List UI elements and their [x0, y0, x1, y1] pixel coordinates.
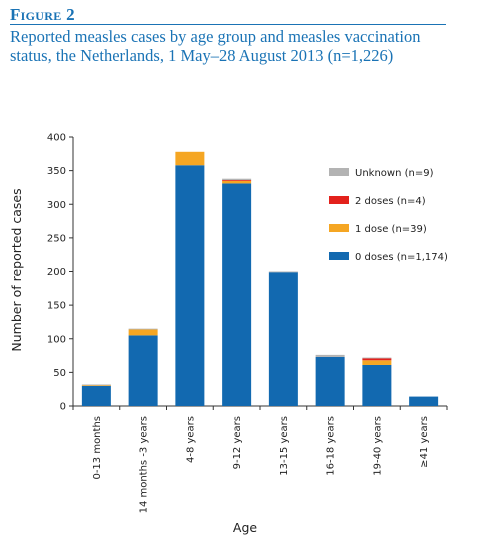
y-tick-label: 100: [47, 334, 66, 345]
y-tick-label: 400: [47, 133, 66, 144]
x-tick-label: ≥41 years: [419, 416, 430, 468]
bar-segment: [128, 329, 158, 336]
bar-segment: [128, 328, 158, 330]
y-axis-title: Number of reported cases: [9, 188, 24, 351]
y-tick-label: 150: [47, 301, 66, 312]
bar-segment: [315, 354, 345, 357]
figure-label: Figure 2: [10, 5, 75, 24]
bar-segment: [409, 396, 439, 406]
bar-segment: [222, 180, 252, 181]
bar-segment: [268, 272, 298, 406]
bar-segment: [362, 358, 392, 361]
legend: Unknown (n=9) 2 doses (n=4) 1 dose (n=39) 0…: [329, 168, 448, 263]
bar-segment: [222, 178, 252, 181]
y-tick-label: 50: [53, 368, 66, 379]
x-axis-title: Age: [233, 520, 257, 535]
y-tick-label: 350: [47, 166, 66, 177]
y-tick-label: 0: [60, 402, 66, 413]
legend-label: 0 doses (n=1,174): [355, 252, 448, 263]
legend-swatch: [329, 224, 349, 232]
bar-segment: [81, 385, 111, 406]
bar-segment: [81, 385, 111, 386]
y-tick-label: 200: [47, 267, 66, 278]
legend-label: Unknown (n=9): [355, 168, 434, 179]
x-tick-label: 4-8 years: [185, 416, 196, 463]
bar-segment: [222, 180, 252, 184]
x-tick-label: 9-12 years: [232, 416, 243, 469]
bar-segment: [362, 364, 392, 406]
bar-segment: [175, 151, 205, 166]
x-tick-label: 13-15 years: [279, 416, 290, 476]
y-tick-label: 250: [47, 233, 66, 244]
legend-label: 1 dose (n=39): [355, 224, 427, 235]
y-tick-label: 300: [47, 200, 66, 211]
bar-segment: [362, 360, 392, 365]
legend-swatch: [329, 252, 349, 260]
x-tick-label: 14 months -3 years: [139, 416, 150, 513]
x-tick-label: 16-18 years: [326, 416, 337, 476]
legend-label: 2 doses (n=4): [355, 196, 426, 207]
x-tick-label: 0-13 months: [92, 416, 103, 480]
legend-swatch: [329, 196, 349, 204]
bar-segment: [268, 271, 298, 273]
bar-segment: [175, 165, 205, 406]
figure-rule: [10, 24, 446, 25]
bar-segment: [362, 357, 392, 359]
plot-area: 0 50 100 150 200 250 300 350 400 0-13 months 14 mo…: [47, 133, 448, 513]
bar-segment: [315, 356, 345, 406]
bar-segment: [128, 335, 158, 406]
x-tick-label: 19-40 years: [372, 416, 383, 476]
figure-title: Reported measles cases by age group and …: [10, 27, 421, 65]
bar-segment: [222, 183, 252, 406]
bar-segment: [81, 384, 111, 386]
legend-swatch: [329, 168, 349, 176]
